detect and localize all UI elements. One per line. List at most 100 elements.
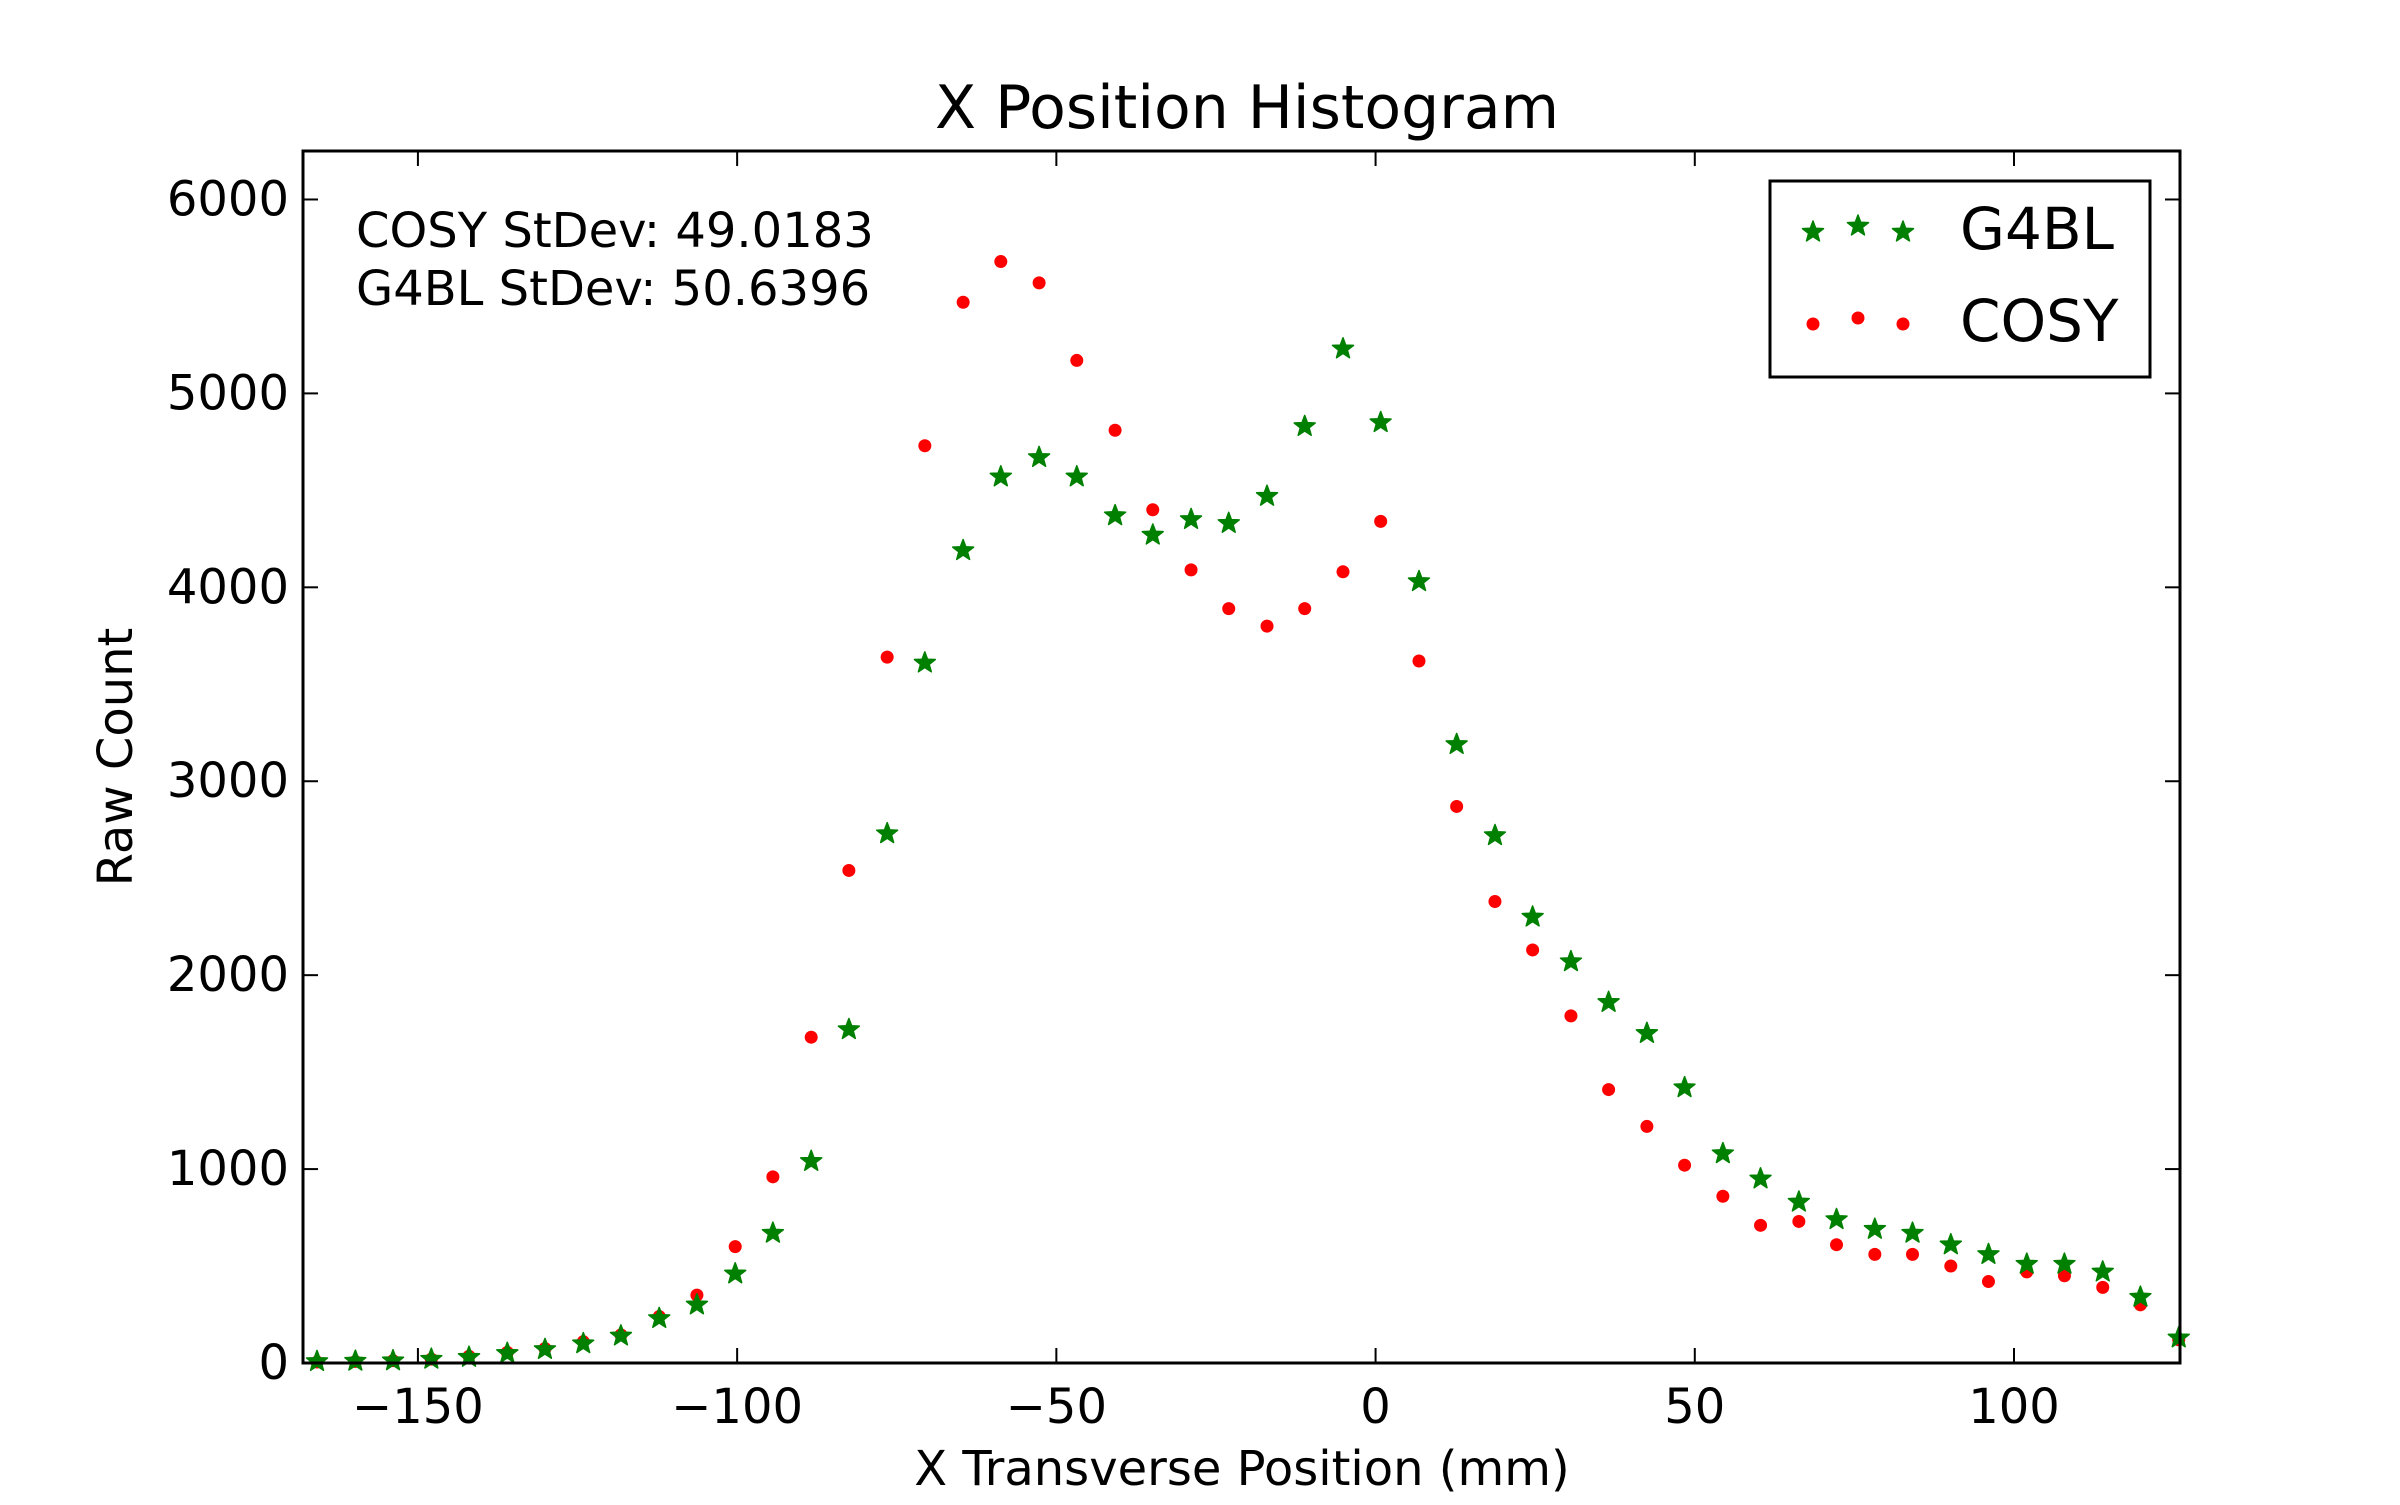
point-cosy — [1146, 503, 1160, 517]
point-cosy — [956, 295, 970, 309]
legend-label-cosy: COSY — [1960, 287, 2119, 355]
point-g4bl — [1369, 410, 1392, 433]
point-cosy — [804, 1030, 818, 1044]
legend-markers — [1801, 214, 1915, 331]
point-g4bl — [2053, 1252, 2076, 1274]
point-cosy — [1260, 619, 1274, 633]
legend-marker-cosy — [1806, 317, 1820, 331]
point-cosy — [1792, 1214, 1806, 1228]
point-cosy — [1222, 602, 1236, 616]
legend-label-g4bl: G4BL — [1960, 195, 2114, 263]
point-cosy — [1905, 1247, 1919, 1261]
point-g4bl — [761, 1221, 785, 1243]
x-tick-label: −150 — [352, 1379, 484, 1435]
point-g4bl — [344, 1349, 367, 1371]
y-axis-ticks: 0 1000 2000 3000 4000 5000 6000 — [167, 171, 2180, 1391]
point-g4bl — [913, 651, 937, 673]
point-cosy — [1450, 799, 1464, 813]
point-g4bl — [1217, 511, 1240, 533]
point-g4bl — [685, 1293, 709, 1315]
point-cosy — [728, 1240, 742, 1254]
legend-marker-cosy — [1851, 311, 1865, 325]
point-cosy — [1374, 514, 1388, 528]
y-tick-label: 6000 — [167, 171, 289, 227]
y-axis-label: Raw Count — [88, 628, 144, 887]
x-tick-label: 0 — [1360, 1379, 1391, 1435]
point-cosy — [1716, 1189, 1730, 1203]
point-g4bl — [1977, 1242, 2000, 1265]
point-cosy — [1184, 563, 1198, 577]
point-g4bl — [1027, 445, 1051, 468]
point-g4bl — [1065, 465, 1088, 487]
point-cosy — [1830, 1238, 1844, 1252]
point-g4bl — [533, 1337, 557, 1360]
y-tick-label: 1000 — [167, 1141, 289, 1197]
point-g4bl — [837, 1017, 861, 1040]
point-cosy — [1298, 602, 1312, 616]
chart-title: X Position Histogram — [935, 73, 1559, 143]
point-g4bl — [2015, 1252, 2038, 1274]
point-g4bl — [1141, 523, 1164, 545]
point-g4bl — [799, 1149, 823, 1171]
point-g4bl — [989, 465, 1013, 487]
series-g4bl — [305, 337, 2190, 1372]
point-g4bl — [1597, 990, 1620, 1012]
point-g4bl — [2091, 1260, 2114, 1282]
x-axis-label: X Transverse Position (mm) — [914, 1441, 1570, 1497]
y-tick-label: 5000 — [167, 365, 289, 421]
point-g4bl — [1863, 1217, 1887, 1239]
point-g4bl — [1407, 569, 1431, 592]
point-g4bl — [951, 538, 975, 561]
point-cosy — [1336, 565, 1350, 579]
legend-box — [1768, 179, 2152, 379]
point-cosy — [1412, 654, 1426, 668]
point-g4bl — [1901, 1221, 1924, 1243]
legend-marker-g4bl — [1846, 214, 1870, 236]
point-g4bl — [1521, 905, 1544, 927]
point-g4bl — [1103, 503, 1127, 526]
point-cosy — [1564, 1009, 1578, 1023]
point-g4bl — [305, 1349, 329, 1372]
x-axis-ticks: −150 −100 −50 0 50 100 — [352, 151, 2060, 1435]
point-cosy — [1108, 423, 1122, 437]
point-cosy — [1981, 1275, 1995, 1289]
point-cosy — [918, 439, 932, 453]
y-tick-label: 2000 — [167, 947, 289, 1003]
point-g4bl — [2129, 1285, 2152, 1307]
legend-marker-g4bl — [1891, 220, 1915, 242]
point-g4bl — [1293, 414, 1316, 437]
point-cosy — [880, 650, 894, 664]
point-g4bl — [1445, 732, 1468, 755]
point-cosy — [1640, 1119, 1654, 1133]
x-tick-label: −50 — [1006, 1379, 1107, 1435]
point-cosy — [1488, 894, 1502, 908]
x-tick-label: 100 — [1968, 1379, 2060, 1435]
point-g4bl — [1939, 1232, 1963, 1255]
point-g4bl — [1635, 1021, 1659, 1043]
point-g4bl — [1179, 507, 1203, 530]
point-cosy — [842, 863, 856, 877]
legend-marker-cosy — [1896, 317, 1910, 331]
x-tick-label: −100 — [671, 1379, 803, 1435]
annotation-g4bl-stdev: G4BL StDev: 50.6396 — [356, 261, 870, 317]
point-cosy — [1754, 1218, 1768, 1232]
point-cosy — [1602, 1083, 1616, 1097]
point-cosy — [1868, 1247, 1882, 1261]
point-g4bl — [724, 1262, 747, 1284]
point-cosy — [1032, 276, 1046, 290]
point-g4bl — [875, 821, 899, 844]
y-tick-label: 4000 — [167, 559, 289, 615]
y-tick-label: 3000 — [167, 753, 289, 809]
point-g4bl — [1673, 1075, 1696, 1098]
point-g4bl — [572, 1331, 595, 1354]
x-tick-label: 50 — [1664, 1379, 1725, 1435]
point-g4bl — [1559, 949, 1583, 972]
point-g4bl — [1825, 1207, 1848, 1230]
point-cosy — [766, 1170, 780, 1184]
point-g4bl — [1331, 337, 1355, 359]
point-g4bl — [1787, 1190, 1811, 1212]
plot-frame — [301, 149, 2182, 1365]
point-cosy — [1944, 1259, 1958, 1273]
data-series-layer — [305, 255, 2190, 1372]
